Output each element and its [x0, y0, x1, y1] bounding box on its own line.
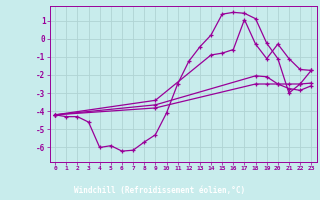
Text: Windchill (Refroidissement éolien,°C): Windchill (Refroidissement éolien,°C) — [75, 186, 245, 196]
